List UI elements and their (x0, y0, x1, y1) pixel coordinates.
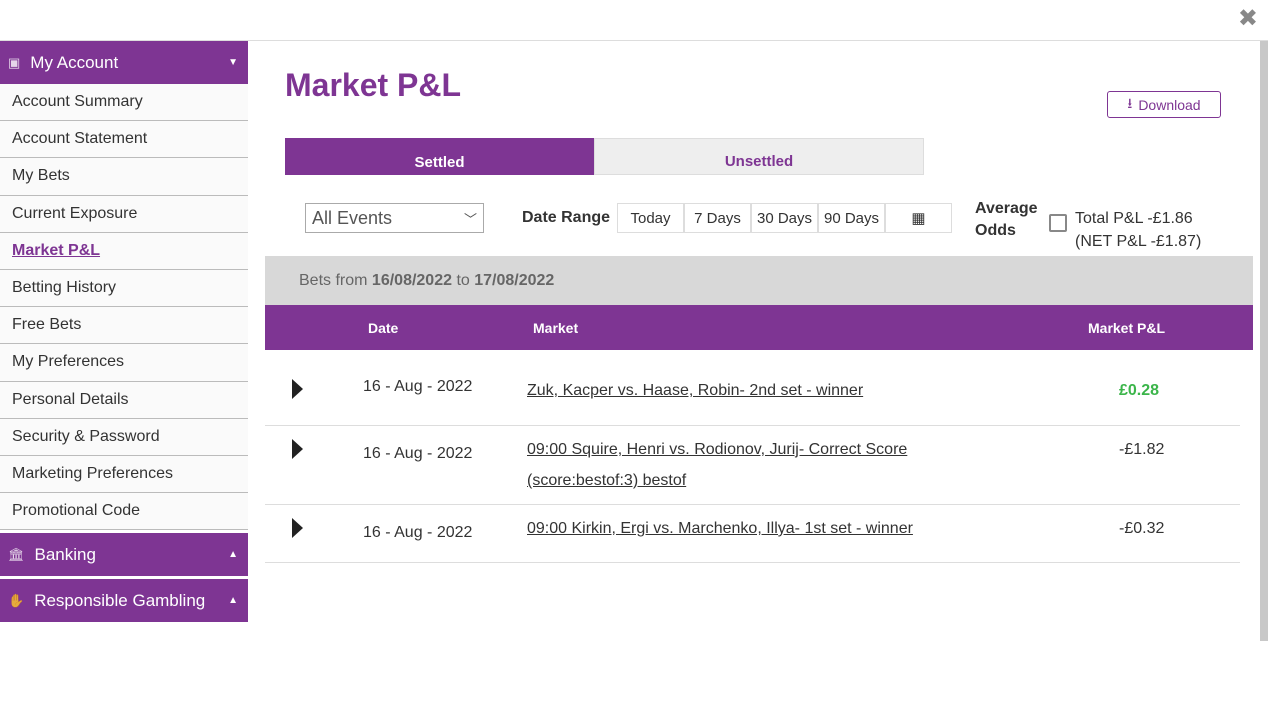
event-filter-select[interactable]: All Events ﹀ (305, 203, 484, 233)
scrollbar[interactable] (1260, 41, 1268, 641)
date-range-label: Date Range (522, 209, 611, 226)
column-date: Date (368, 320, 399, 336)
market-link[interactable]: Zuk, Kacper vs. Haase, Robin- 2nd set - … (527, 375, 863, 406)
range-from: 16/08/2022 (371, 271, 452, 289)
row-market-pl: -£0.32 (1119, 520, 1165, 537)
sidebar: ▣ My Account ▼ Account Summary Account Stat… (0, 41, 248, 625)
column-market-pl: Market P&L (1088, 320, 1166, 336)
total-pl: Total P&L -£1.86 (NET P&L -£1.87) (1075, 207, 1201, 253)
expand-triangle-icon[interactable] (292, 379, 303, 399)
sidebar-section-banking[interactable]: 🏛 Banking ▲ (0, 533, 248, 577)
chevron-down-icon: ﹀ (463, 211, 477, 227)
date-today-button[interactable]: Today (617, 203, 684, 233)
tab-settled[interactable]: Settled (285, 138, 594, 175)
market-line1: Zuk, Kacper vs. Haase, Robin- 2nd set - … (527, 382, 864, 399)
tab-unsettled[interactable]: Unsettled (594, 138, 924, 175)
caret-up-icon: ▲ (228, 549, 238, 561)
date-30days-button[interactable]: 30 Days (751, 203, 818, 233)
market-line1: 09:00 Kirkin, Ergi vs. Marchenko, Illya-… (527, 520, 913, 537)
calendar-button[interactable]: ▦ (885, 203, 952, 233)
sidebar-item[interactable]: Betting History (0, 269, 248, 308)
sidebar-item[interactable]: My Preferences (0, 344, 248, 382)
caret-down-icon: ▼ (228, 57, 238, 68)
table-row: 16 - Aug - 2022 09:00 Squire, Henri vs. … (265, 426, 1240, 505)
section-label: Banking (34, 544, 96, 564)
market-link[interactable]: 09:00 Squire, Henri vs. Rodionov, Jurij-… (527, 434, 907, 496)
sidebar-item[interactable]: Account Summary (0, 84, 248, 122)
sidebar-item[interactable]: Promotional Code (0, 493, 248, 531)
clipboard-icon: ▣ (8, 54, 21, 70)
caret-up-icon: ▲ (228, 595, 238, 607)
range-to-label: to (456, 271, 470, 289)
expand-triangle-icon[interactable] (292, 439, 303, 459)
expand-triangle-icon[interactable] (292, 518, 303, 538)
row-market-pl: £0.28 (1119, 382, 1160, 399)
sidebar-section-responsible-gambling[interactable]: ✋ Responsible Gambling ▲ (0, 579, 248, 623)
table-header: Date Market Market P&L (265, 305, 1253, 350)
sidebar-item[interactable]: Personal Details (0, 381, 248, 419)
close-icon[interactable]: ✖ (1237, 5, 1258, 32)
sidebar-item[interactable]: Current Exposure (0, 195, 248, 233)
selected-value: All Events (312, 207, 393, 228)
date-7days-button[interactable]: 7 Days (684, 203, 751, 233)
market-link[interactable]: 09:00 Kirkin, Ergi vs. Marchenko, Illya-… (527, 513, 913, 544)
row-date: 16 - Aug - 2022 (363, 378, 473, 395)
row-market-pl: -£1.82 (1119, 441, 1165, 458)
range-prefix: Bets from (299, 271, 368, 289)
average-odds-label: Average Odds (975, 198, 1038, 242)
row-date: 16 - Aug - 2022 (363, 524, 473, 541)
top-bar: ✖ (0, 0, 1268, 41)
date-90days-button[interactable]: 90 Days (818, 203, 885, 233)
column-market: Market (533, 320, 579, 336)
sidebar-item[interactable]: Account Statement (0, 121, 248, 159)
bank-icon: 🏛 (8, 546, 25, 562)
hand-icon: ✋ (8, 592, 25, 608)
market-line1: 09:00 Squire, Henri vs. Rodionov, Jurij-… (527, 441, 908, 458)
bets-range-bar: Bets from 16/08/2022 to 17/08/2022 (265, 256, 1253, 305)
average-odds-line2: Odds (975, 222, 1016, 239)
main-content: Market P&L ⭳ Download Settled Unsettled A… (248, 41, 1260, 725)
download-icon: ⭳ (1127, 94, 1133, 111)
calendar-icon: ▦ (911, 210, 926, 227)
sidebar-item[interactable]: Market P&L (0, 232, 248, 270)
row-date: 16 - Aug - 2022 (363, 445, 473, 462)
sidebar-section-my-account[interactable]: ▣ My Account ▼ (0, 41, 248, 84)
section-label: Responsible Gambling (34, 590, 206, 610)
sidebar-item[interactable]: My Bets (0, 158, 248, 196)
sidebar-item[interactable]: Marketing Preferences (0, 455, 248, 494)
section-label: My Account (30, 52, 119, 72)
range-to: 17/08/2022 (474, 271, 555, 289)
table-row: 16 - Aug - 2022 09:00 Kirkin, Ergi vs. M… (265, 505, 1240, 563)
sidebar-item[interactable]: Free Bets (0, 307, 248, 345)
average-odds-line1: Average (975, 200, 1038, 217)
page-title: Market P&L (285, 67, 462, 103)
sidebar-item[interactable]: Security & Password (0, 418, 248, 456)
net-pl-value: (NET P&L -£1.87) (1075, 233, 1202, 250)
total-pl-value: Total P&L -£1.86 (1075, 210, 1193, 227)
market-line2: (score:bestof:3) bestof (527, 472, 687, 489)
table-row: 16 - Aug - 2022 Zuk, Kacper vs. Haase, R… (265, 350, 1240, 426)
download-button[interactable]: ⭳ Download (1107, 91, 1221, 118)
average-odds-checkbox[interactable] (1049, 214, 1067, 232)
